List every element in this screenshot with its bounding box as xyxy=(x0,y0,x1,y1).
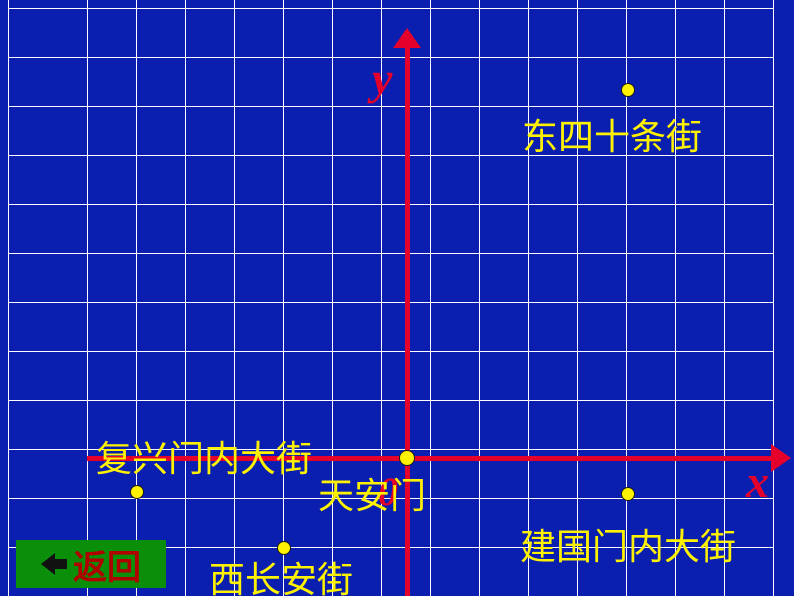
label-dongsi: 东四十条街 xyxy=(522,108,702,160)
grid-line-horizontal xyxy=(8,351,773,352)
grid-line-horizontal xyxy=(8,302,773,303)
grid-line-horizontal xyxy=(8,253,773,254)
grid-line-vertical xyxy=(675,0,676,596)
grid-line-vertical xyxy=(8,0,9,596)
x-axis-label: x xyxy=(746,455,769,508)
back-arrow-icon xyxy=(41,553,67,575)
grid-line-vertical xyxy=(528,0,529,596)
back-button[interactable]: 返回 xyxy=(16,540,166,588)
x-axis-arrow xyxy=(771,444,791,472)
grid-line-vertical xyxy=(773,0,774,596)
point-dongsi xyxy=(621,83,635,97)
coordinate-plane: xy0东四十条街复兴门内大街天安门西长安街建国门内大街返回 xyxy=(0,0,794,596)
grid-line-vertical xyxy=(724,0,725,596)
grid-line-vertical xyxy=(136,0,137,596)
label-jianguomen: 建国门内大街 xyxy=(520,518,736,570)
grid-line-vertical xyxy=(430,0,431,596)
label-xichangan: 西长安街 xyxy=(209,551,353,596)
label-fuxingmen: 复兴门内大街 xyxy=(96,430,312,482)
point-jianguomen xyxy=(621,487,635,501)
y-axis-label: y xyxy=(372,52,392,105)
grid-line-horizontal xyxy=(8,106,773,107)
grid-line-vertical xyxy=(234,0,235,596)
point-tiananmen xyxy=(399,450,415,466)
grid-line-vertical xyxy=(87,0,88,596)
grid-line-vertical xyxy=(283,0,284,596)
grid-line-horizontal xyxy=(8,8,773,9)
point-fuxingmen xyxy=(130,485,144,499)
grid-line-vertical xyxy=(185,0,186,596)
y-axis-arrow xyxy=(393,28,421,48)
grid-line-horizontal xyxy=(8,400,773,401)
grid-line-horizontal xyxy=(8,204,773,205)
label-tiananmen: 天安门 xyxy=(318,467,426,519)
grid-line-vertical xyxy=(479,0,480,596)
back-button-label: 返回 xyxy=(73,540,141,589)
grid-line-vertical xyxy=(577,0,578,596)
